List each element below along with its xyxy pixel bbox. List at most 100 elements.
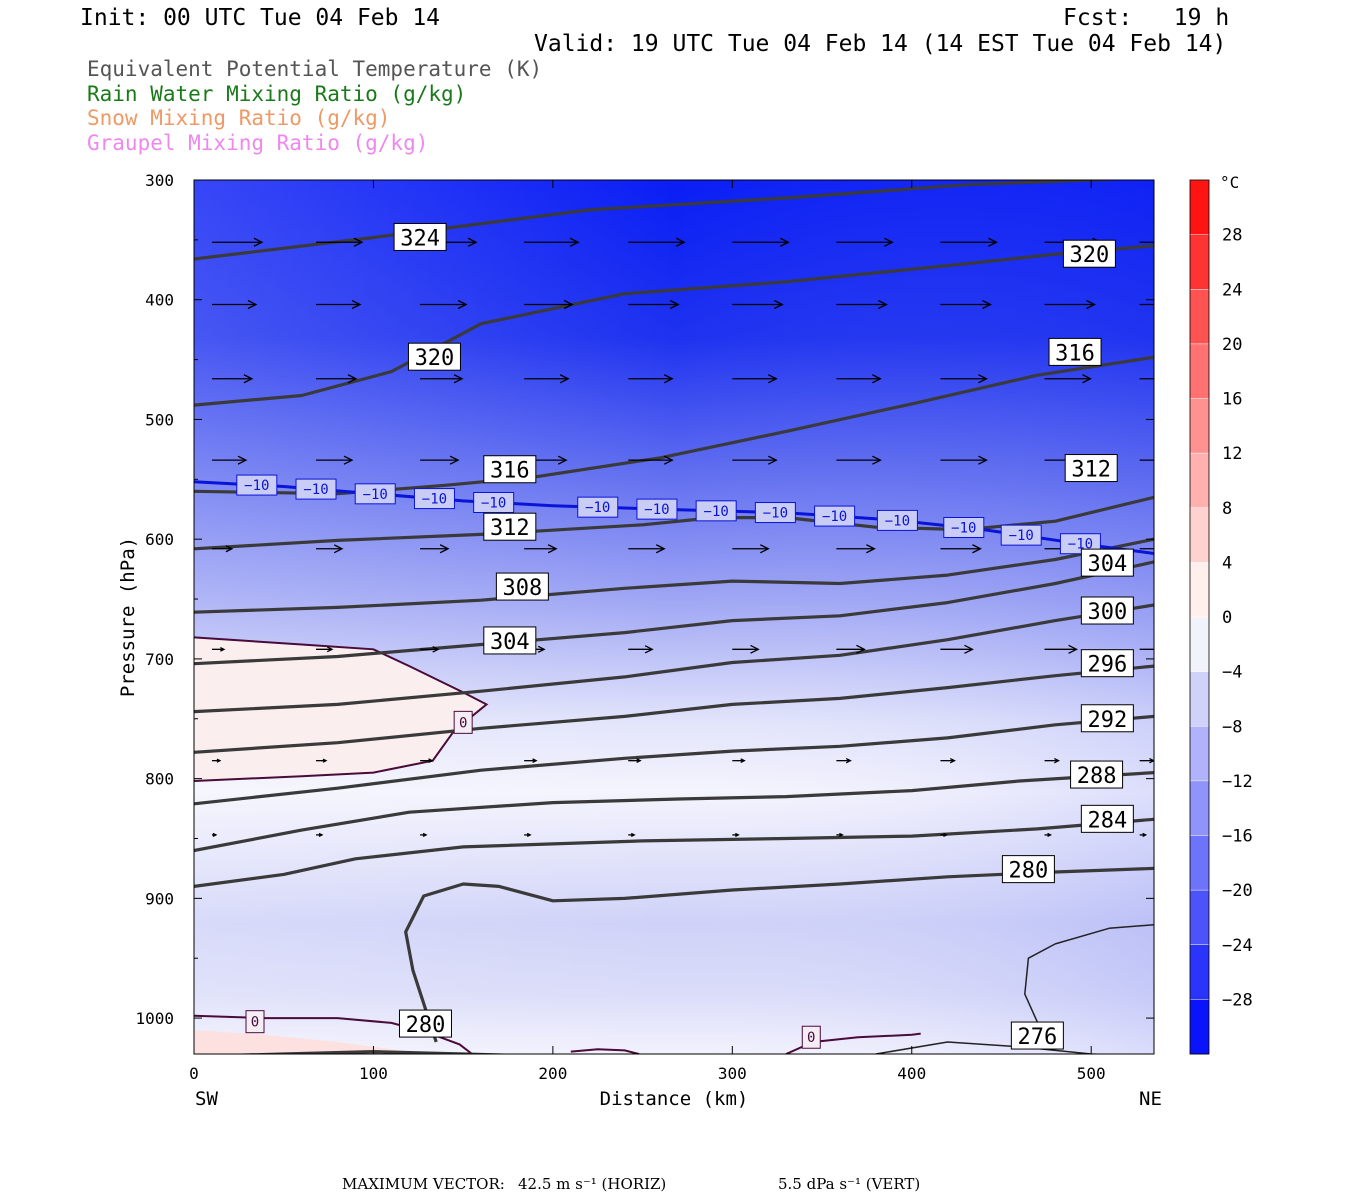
y-tick-label: 700 bbox=[145, 650, 174, 669]
wind-vector-head bbox=[557, 455, 568, 465]
theta-e-contour bbox=[194, 537, 1154, 614]
y-tick-label: 500 bbox=[145, 410, 174, 429]
wind-vector-head bbox=[353, 237, 364, 247]
wind-vector-head bbox=[978, 374, 988, 384]
wind-vector-head bbox=[982, 299, 992, 310]
init-time: Init: 00 UTC Tue 04 Feb 14 bbox=[80, 5, 441, 31]
colorbar-bin bbox=[1190, 671, 1209, 727]
minus10-label: −10 bbox=[885, 513, 910, 529]
theta-e-contour bbox=[194, 603, 1154, 714]
minus10-label-box bbox=[754, 502, 796, 524]
temperature-colorbar: °C 28 24 20 16 12 8 4 0 −4 −8 −12 −16 −20 −24 −28 bbox=[1189, 173, 1253, 1055]
wind-vector-head bbox=[532, 758, 538, 764]
x-tick-label: 300 bbox=[718, 1064, 747, 1083]
theta-e-label: 296 bbox=[1087, 653, 1127, 678]
valid-time: Valid: 19 UTC Tue 04 Feb 14 (14 EST Tue … bbox=[534, 31, 1227, 57]
theta-e-label: 276 bbox=[1017, 1025, 1057, 1050]
wind-vector-head bbox=[872, 374, 882, 384]
zero-label: 0 bbox=[459, 715, 467, 731]
theta-e-label: 280 bbox=[1009, 859, 1049, 884]
wind-vector-head bbox=[322, 758, 328, 763]
wind-vector-head bbox=[988, 237, 998, 247]
wind-vector-head bbox=[839, 832, 844, 837]
colorbar-bin bbox=[1190, 835, 1209, 891]
wind-vector-head bbox=[669, 299, 680, 310]
wind-vector-head bbox=[247, 299, 258, 310]
wind-vector-head bbox=[422, 832, 428, 837]
wind-vector-head bbox=[449, 455, 460, 465]
minus10-label: −10 bbox=[422, 492, 447, 508]
cross-section-chart: −10 −10 −10 −10 −10 −10 −10 −10 −10 −10 −10 −10 −10 −… bbox=[117, 171, 1253, 1110]
wind-vector-head bbox=[237, 455, 248, 465]
wind-vector-head bbox=[216, 758, 222, 763]
colorbar-bin bbox=[1190, 343, 1209, 399]
wind-vector-head bbox=[351, 299, 362, 310]
colorbar-bin bbox=[1190, 944, 1209, 1000]
max-vector-label: MAXIMUM VECTOR: bbox=[342, 1175, 505, 1193]
minus10-label-box bbox=[473, 491, 515, 513]
colorbar-tick-label: 16 bbox=[1222, 390, 1242, 410]
theta-e-label: 280 bbox=[406, 1013, 446, 1038]
wind-vector-head bbox=[872, 455, 882, 465]
minus10-label-box bbox=[577, 496, 619, 518]
zero-label-box bbox=[801, 1025, 821, 1049]
y-tick-label: 400 bbox=[145, 291, 174, 310]
minus10-label-box bbox=[236, 474, 278, 496]
wind-vector-head bbox=[432, 646, 440, 653]
theta-e-label-box bbox=[1048, 337, 1102, 366]
wind-vector-head bbox=[1178, 375, 1186, 383]
theta-e-label: 312 bbox=[1071, 458, 1111, 483]
colorbar-bin bbox=[1190, 398, 1209, 454]
x-axis-right-end: NE bbox=[1139, 1088, 1162, 1110]
wind-vector-head bbox=[866, 544, 876, 554]
theta-e-contour bbox=[194, 244, 1154, 407]
theta-e-label: 320 bbox=[415, 346, 455, 371]
minus10-label: −10 bbox=[303, 482, 328, 498]
wind-vector-head bbox=[333, 544, 344, 554]
wind-vector-head bbox=[1176, 456, 1184, 464]
colorbar-tick-label: −16 bbox=[1222, 827, 1253, 847]
minus10-label: −10 bbox=[704, 504, 729, 520]
colorbar-tick-label: 12 bbox=[1222, 444, 1242, 464]
wind-vector-head bbox=[326, 646, 334, 653]
colorbar-tick-label: −24 bbox=[1222, 936, 1253, 956]
wind-vector-head bbox=[636, 758, 642, 764]
wind-vector-head bbox=[439, 544, 450, 554]
colorbar-bin bbox=[1190, 780, 1209, 836]
theta-e-label: 324 bbox=[400, 226, 440, 251]
wind-vector-head bbox=[856, 644, 866, 654]
colorbar-tick-label: 0 bbox=[1222, 608, 1232, 628]
theta-e-contour bbox=[194, 817, 1154, 888]
minus10-label-box bbox=[943, 516, 985, 538]
theta-e-label: 284 bbox=[1087, 808, 1127, 833]
colorbar-bin bbox=[1190, 726, 1209, 782]
wind-vector-head bbox=[343, 455, 354, 465]
max-vector-horiz: 42.5 m s⁻¹ (HORIZ) bbox=[518, 1175, 667, 1193]
wind-vector-head bbox=[663, 455, 674, 465]
plot-area: −10 −10 −10 −10 −10 −10 −10 −10 −10 −10 −10 −10 −10−… bbox=[193, 179, 1188, 1055]
theta-e-label-box bbox=[1062, 239, 1116, 268]
zero-label: 0 bbox=[807, 1030, 815, 1046]
theta-e-contour bbox=[194, 771, 1154, 853]
theta-e-label-box bbox=[1080, 596, 1134, 625]
wind-vector-head bbox=[569, 237, 580, 247]
colorbar-tick-label: 20 bbox=[1222, 335, 1242, 355]
zero-isotherm-line bbox=[570, 1048, 640, 1054]
theta-e-label: 304 bbox=[1087, 552, 1127, 577]
wind-vector-head bbox=[949, 757, 956, 764]
theta-e-label-box bbox=[398, 1009, 452, 1038]
legend-snow: Snow Mixing Ratio (g/kg) bbox=[87, 106, 391, 130]
theta-e-label: 320 bbox=[1070, 243, 1110, 268]
theta-e-label-box bbox=[407, 342, 461, 371]
wind-vector-head bbox=[630, 832, 636, 837]
colorbar-tick-label: 4 bbox=[1222, 553, 1232, 573]
colorbar-tick-label: −4 bbox=[1222, 663, 1242, 683]
minus10-label-box bbox=[413, 488, 455, 510]
warm-region bbox=[194, 1030, 428, 1054]
wind-vector-head bbox=[347, 374, 358, 384]
theta-e-label-box bbox=[1080, 548, 1134, 577]
wind-vector-head bbox=[537, 645, 546, 653]
zero-label-box bbox=[245, 1010, 265, 1034]
colorbar-tick-label: 8 bbox=[1222, 499, 1232, 519]
wind-vector-head bbox=[1180, 301, 1188, 309]
